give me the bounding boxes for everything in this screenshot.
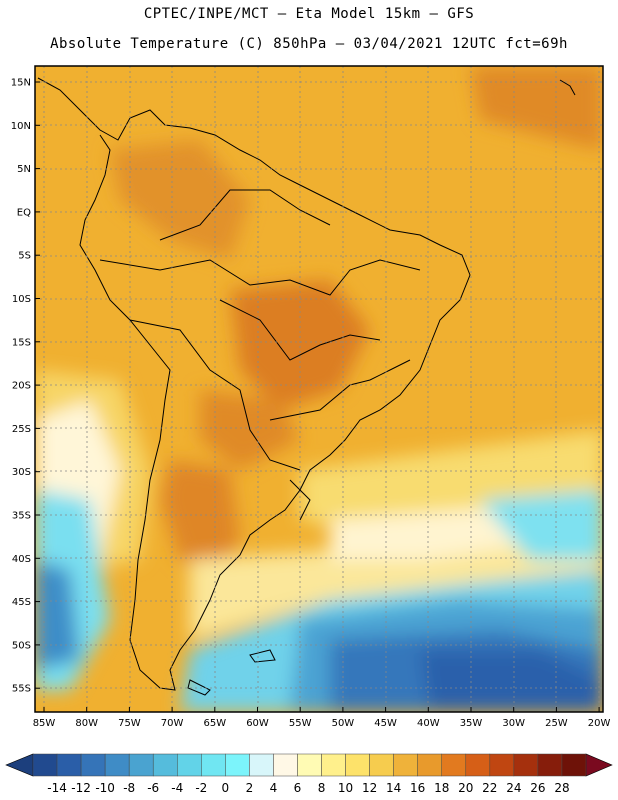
- colorbar-swatch: [465, 753, 491, 777]
- colorbar-label: 18: [434, 781, 449, 795]
- colorbar-swatch: [225, 753, 250, 777]
- lon-label: 80W: [75, 718, 98, 729]
- colorbar-label: -4: [171, 781, 183, 795]
- coastline: [37, 77, 576, 696]
- colorbar-label: 22: [482, 781, 497, 795]
- colorbar-label: 14: [386, 781, 401, 795]
- colorbar-swatch: [369, 753, 394, 777]
- lon-label: 75W: [118, 718, 141, 729]
- colorbar-swatch: [177, 753, 202, 777]
- colorbar-label: 8: [318, 781, 326, 795]
- colorbar-label: 10: [338, 781, 353, 795]
- colorbar-label: -10: [95, 781, 115, 795]
- colorbar-swatch: [513, 753, 539, 777]
- lon-label: 50W: [332, 718, 355, 729]
- colorbar-label: 0: [222, 781, 230, 795]
- lon-label: 20W: [588, 718, 611, 729]
- colorbar: -14 -12 -10 -8 -6 -4 -2 0 2 4 6 8 10 12 14 16 18 20 22 24 26…: [5, 753, 613, 795]
- colorbar-swatch: [80, 753, 106, 777]
- colorbar-label: 26: [530, 781, 545, 795]
- colorbar-label: 28: [554, 781, 569, 795]
- colorbar-label: 24: [506, 781, 521, 795]
- lat-label: 25S: [12, 424, 31, 435]
- lat-label: 20S: [12, 381, 31, 392]
- colorbar-swatch: [152, 753, 178, 777]
- colorbar-label: 6: [294, 781, 302, 795]
- colorbar-high-arrow: [585, 753, 613, 777]
- colorbar-low-arrow: [5, 753, 34, 777]
- colorbar-swatch: [561, 753, 587, 777]
- colorbar-swatch: [249, 753, 274, 777]
- colorbar-label: 2: [246, 781, 254, 795]
- lon-label: 35W: [460, 718, 483, 729]
- lon-label: 85W: [33, 718, 56, 729]
- chart-title-line1: CPTEC/INPE/MCT – Eta Model 15km – GFS: [143, 6, 475, 22]
- colorbar-label: 20: [458, 781, 473, 795]
- lon-label: 55W: [289, 718, 312, 729]
- colorbar-swatch: [297, 753, 322, 777]
- colorbar-label: -12: [71, 781, 91, 795]
- temperature-field: [35, 66, 603, 712]
- lat-label: 5N: [17, 164, 31, 175]
- colorbar-swatch: [273, 753, 298, 777]
- colorbar-label: -2: [195, 781, 207, 795]
- map-frame: [34, 65, 604, 713]
- colorbar-swatch: [201, 753, 226, 777]
- colorbar-swatch: [417, 753, 442, 777]
- lon-label: 70W: [161, 718, 184, 729]
- lon-label: 45W: [374, 718, 397, 729]
- lat-label: 30S: [12, 467, 31, 478]
- colorbar-swatch: [345, 753, 370, 777]
- lat-label: 5S: [18, 251, 31, 262]
- longitude-labels: 85W 80W 75W 70W 65W 60W 55W 50W 45W 40W 35W 30W 25W 2…: [33, 707, 611, 729]
- lat-label: 40S: [12, 554, 31, 565]
- lat-label: 45S: [12, 597, 31, 608]
- colorbar-swatch: [537, 753, 563, 777]
- colorbar-label: 4: [270, 781, 278, 795]
- colorbar-label: -6: [147, 781, 159, 795]
- colorbar-swatch: [489, 753, 515, 777]
- colorbar-swatch: [321, 753, 346, 777]
- lat-label: 50S: [12, 640, 31, 651]
- lon-label: 65W: [203, 718, 226, 729]
- lon-label: 60W: [246, 718, 269, 729]
- colorbar-swatch: [56, 753, 82, 777]
- lat-label: 15N: [11, 78, 31, 89]
- latitude-labels: 15N 10N 5N EQ 5S 10S 15S 20S 25S 30S 35S 40S 45S 50S 5…: [11, 78, 40, 695]
- lat-label: 10S: [12, 294, 31, 305]
- lon-label: 25W: [545, 718, 568, 729]
- colorbar-label: 12: [362, 781, 377, 795]
- lat-label: EQ: [17, 207, 31, 218]
- colorbar-swatch: [393, 753, 418, 777]
- colorbar-label: -14: [47, 781, 67, 795]
- lat-label: 10N: [11, 121, 31, 132]
- chart-title-line2: Absolute Temperature (C) 850hPa – 03/04/…: [50, 36, 568, 52]
- lat-label: 55S: [12, 684, 31, 695]
- colorbar-swatch: [104, 753, 130, 777]
- colorbar-swatch: [32, 753, 58, 777]
- lon-label: 40W: [417, 718, 440, 729]
- colorbar-label: -8: [123, 781, 135, 795]
- colorbar-swatch: [128, 753, 154, 777]
- lon-label: 30W: [502, 718, 525, 729]
- colorbar-label: 16: [410, 781, 425, 795]
- lat-label: 35S: [12, 511, 31, 522]
- colorbar-swatch: [441, 753, 467, 777]
- lat-label: 15S: [12, 337, 31, 348]
